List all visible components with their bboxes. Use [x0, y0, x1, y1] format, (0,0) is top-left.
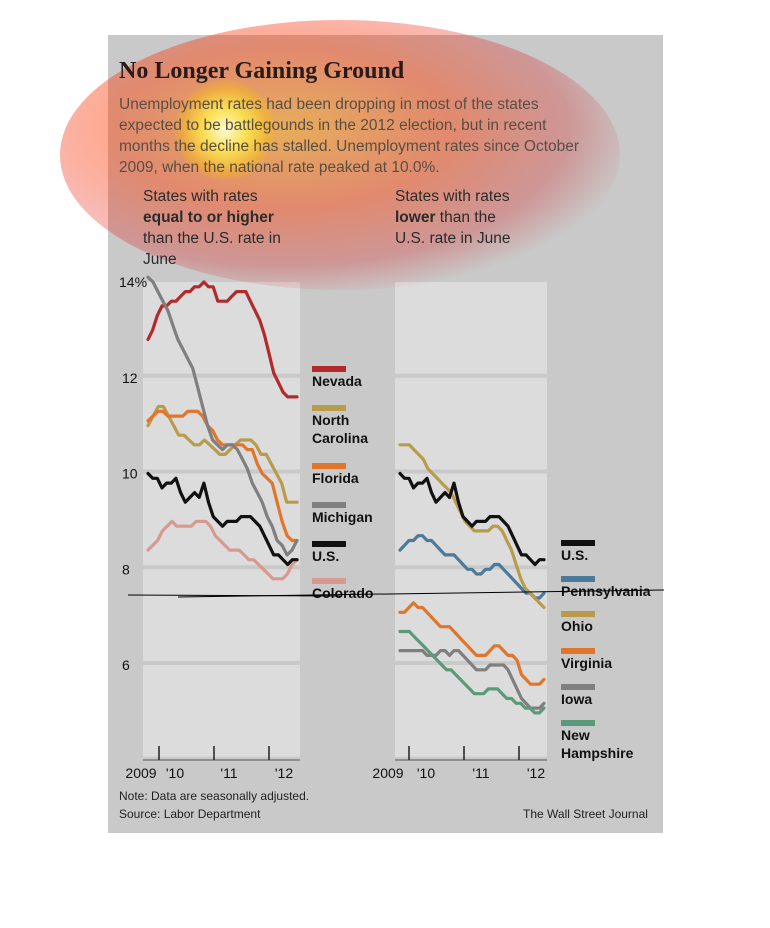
x-tick-label: 2009: [125, 765, 156, 781]
legend-label: Ohio: [561, 618, 593, 634]
left-heading-post: than the U.S. rate in June: [143, 230, 281, 268]
series-line-north-carolina: [146, 404, 299, 504]
left-panel-heading: States with rates equal to or higher than …: [143, 186, 303, 270]
y-tick-label: 8: [122, 561, 130, 577]
series-line-u-s-: [398, 471, 546, 567]
y-tick-label: 14%: [119, 274, 147, 290]
x-tick-label: '10: [417, 765, 435, 781]
plot-band: [395, 473, 547, 566]
x-tick-label: '10: [166, 765, 184, 781]
y-tick-label: 10: [122, 466, 138, 482]
legend-label: Colorado: [312, 585, 373, 601]
legend-label: U.S.: [561, 547, 588, 563]
series-line-nevada: [146, 280, 299, 399]
legend-swatch: [312, 366, 346, 372]
series-line-new-hampshire: [398, 629, 546, 715]
left-heading-bold: equal to or higher: [143, 209, 274, 226]
series-line-ohio: [398, 443, 546, 610]
legend-swatch: [561, 684, 595, 690]
plot-band: [143, 665, 300, 757]
plot-band: [143, 282, 300, 374]
legend-swatch: [312, 463, 346, 469]
legend-label: Nevada: [312, 373, 362, 389]
legend-label: Michigan: [312, 509, 373, 525]
legend-swatch: [561, 540, 595, 546]
right-panel-heading: States with rates lower than the U.S. rate…: [395, 186, 555, 249]
plot-band: [395, 665, 547, 757]
series-line-michigan: [146, 275, 299, 557]
legend-label: Virginia: [561, 655, 612, 671]
x-tick-label: '11: [472, 765, 489, 781]
x-tick-label: '12: [275, 765, 293, 781]
legend-label: Iowa: [561, 691, 592, 707]
legend-label: North: [312, 412, 349, 428]
legend-swatch: [312, 502, 346, 508]
legend-swatch: [561, 720, 595, 726]
series-line-pennsylvania: [398, 534, 546, 600]
legend-label: Florida: [312, 470, 359, 486]
footnote: Note: Data are seasonally adjusted.: [119, 789, 310, 803]
legend-swatch: [561, 648, 595, 654]
chart-title: No Longer Gaining Ground: [119, 58, 405, 84]
right-heading-bold: lower: [395, 209, 436, 226]
annotation-line: [177, 589, 665, 598]
y-tick-label: 12: [122, 370, 138, 386]
legend-label: New: [561, 727, 590, 743]
chart-subtitle: Unemployment rates had been dropping in …: [119, 96, 580, 176]
right-heading-post: U.S. rate in June: [395, 230, 511, 247]
series-line-iowa: [398, 648, 546, 710]
plot-band: [143, 569, 300, 661]
source-note: Source: Labor Department: [119, 807, 261, 821]
legend-label: U.S.: [312, 548, 339, 564]
right-heading-mid: than the: [439, 209, 496, 226]
series-line-florida: [146, 409, 299, 543]
legend-swatch: [312, 578, 346, 584]
plot-band: [143, 473, 300, 566]
legend-label: Hampshire: [561, 745, 634, 761]
legend-swatch: [312, 405, 346, 411]
series-line-colorado: [146, 519, 299, 581]
legend-swatch: [561, 576, 595, 582]
x-tick-label: '11: [220, 765, 237, 781]
series-line-u-s-: [146, 471, 299, 567]
series-line-virginia: [398, 601, 546, 686]
left-heading-pre: States with rates: [143, 188, 258, 205]
legend-swatch: [561, 611, 595, 617]
legend-swatch: [312, 541, 346, 547]
legend-label: Carolina: [312, 430, 368, 446]
x-tick-label: 2009: [372, 765, 403, 781]
right-heading-pre: States with rates: [395, 188, 510, 205]
plot-band: [395, 569, 547, 661]
y-tick-label: 6: [122, 657, 130, 673]
publisher-credit: The Wall Street Journal: [523, 807, 648, 821]
plot-band: [395, 282, 547, 374]
annotation-line: [127, 594, 341, 597]
x-tick-label: '12: [527, 765, 545, 781]
